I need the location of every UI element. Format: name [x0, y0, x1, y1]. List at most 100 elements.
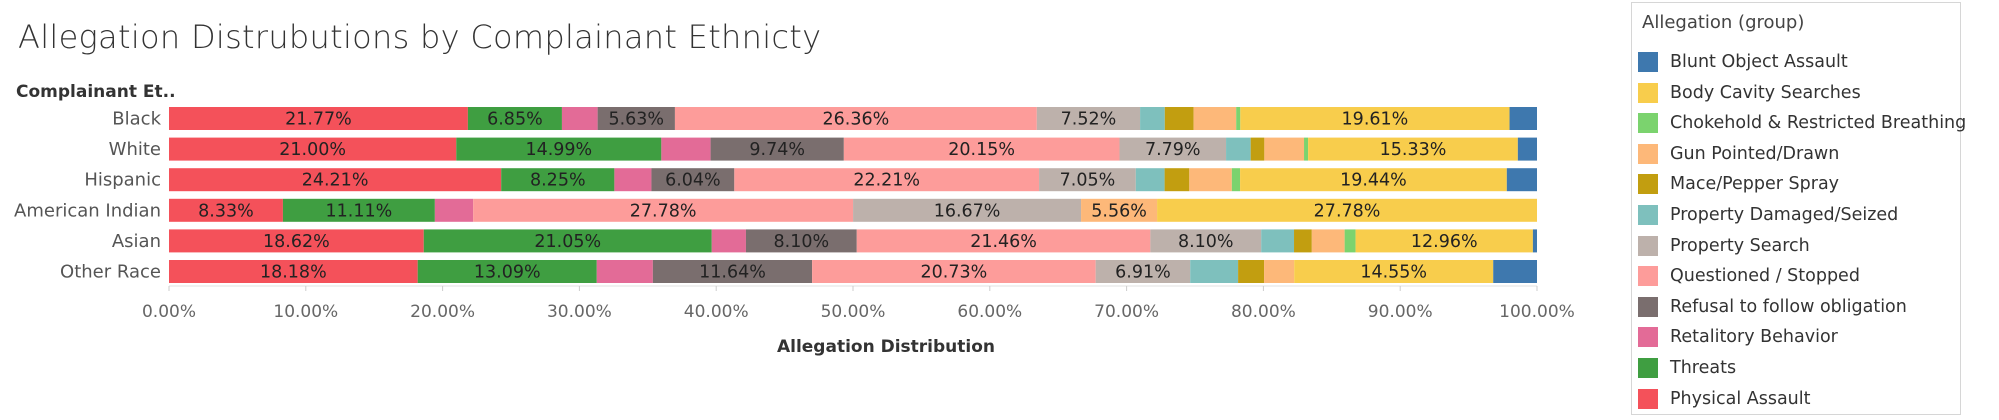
- bar-segment: [1164, 168, 1190, 192]
- legend-swatch: [1638, 296, 1658, 317]
- data-label: 19.44%: [1340, 171, 1407, 191]
- bar-segment: [597, 107, 675, 130]
- bar-segment: [1036, 107, 1141, 130]
- data-label: 21.00%: [279, 140, 346, 160]
- bar-segment: [467, 107, 562, 130]
- bar-segment: [1517, 137, 1537, 161]
- legend-label: Physical Assault: [1670, 388, 1811, 409]
- bar-segment: [1506, 168, 1537, 192]
- data-label: 21.05%: [534, 232, 601, 252]
- data-label: 18.18%: [260, 263, 327, 283]
- bars: [169, 107, 1537, 283]
- legend-label: Blunt Object Assault: [1670, 52, 1848, 72]
- legend-swatch: [1638, 388, 1658, 409]
- bar-segment: [745, 229, 857, 253]
- data-label: 27.78%: [630, 201, 697, 221]
- data-label: 19.61%: [1342, 110, 1409, 130]
- legend-label: Mace/Pepper Spray: [1670, 174, 1840, 195]
- legend-swatch: [1638, 235, 1658, 256]
- legend-item[interactable]: Refusal to follow obligation: [1638, 295, 1907, 319]
- data-label: 18.62%: [263, 232, 330, 252]
- legend-item[interactable]: Body Cavity Searches: [1638, 81, 1861, 105]
- bar-segment: [1294, 260, 1494, 283]
- category-label: American Indian: [14, 200, 161, 221]
- bar-segment: [1304, 137, 1309, 161]
- data-label: 15.33%: [1380, 140, 1447, 160]
- bar-segment: [843, 137, 1120, 161]
- bar-segment: [1081, 198, 1158, 222]
- data-label: 22.21%: [853, 171, 920, 191]
- bar-segment: [169, 229, 424, 253]
- bar-segment: [1135, 168, 1165, 192]
- data-label: 5.56%: [1091, 201, 1147, 221]
- category-label: Other Race: [60, 262, 161, 283]
- bar-segment: [1509, 107, 1537, 130]
- bar-segment: [1294, 229, 1312, 253]
- bar-segment: [614, 168, 652, 192]
- data-label: 9.74%: [749, 140, 805, 160]
- legend-item[interactable]: Chokehold & Restricted Breathing: [1638, 111, 1966, 135]
- bar-segment: [1039, 168, 1136, 192]
- x-tick-label: 90.00%: [1368, 302, 1433, 322]
- legend-swatch: [1638, 174, 1658, 195]
- data-label: 5.63%: [608, 110, 664, 130]
- bar-segment: [1261, 229, 1295, 253]
- bar-segment: [169, 107, 468, 130]
- legend-label: Questioned / Stopped: [1670, 266, 1860, 287]
- bar-segment: [1238, 260, 1265, 283]
- legend-label: Chokehold & Restricted Breathing: [1670, 113, 1967, 134]
- category-label: White: [109, 139, 161, 160]
- data-label: 14.99%: [525, 140, 592, 160]
- x-ticks: 0.00% 10.00% 20.00% 30.00% 40.00% 50.00% 60.00…: [142, 286, 1575, 322]
- legend-swatch: [1638, 266, 1658, 287]
- legend-item[interactable]: Gun Pointed/Drawn: [1638, 142, 1839, 166]
- x-tick-label: 80.00%: [1231, 302, 1296, 322]
- legend-item[interactable]: Physical Assault: [1638, 387, 1811, 411]
- bar-segment: [473, 198, 854, 222]
- bar-segment: [711, 229, 746, 253]
- bar-segment: [1355, 229, 1533, 253]
- legend-item[interactable]: Questioned / Stopped: [1638, 264, 1860, 288]
- bar-segment: [169, 198, 283, 222]
- bar-segment: [1344, 229, 1356, 253]
- legend-label: Body Cavity Searches: [1670, 82, 1861, 103]
- legend-label: Retalitory Behavior: [1670, 327, 1838, 348]
- legend-item[interactable]: Retalitory Behavior: [1638, 325, 1838, 349]
- data-label: 7.79%: [1145, 140, 1201, 160]
- bar-segment: [812, 260, 1096, 283]
- bar-segment: [1236, 107, 1241, 130]
- bar-segment: [1095, 260, 1191, 283]
- data-label: 14.55%: [1360, 263, 1427, 283]
- legend-item[interactable]: Property Damaged/Seized: [1638, 203, 1898, 227]
- bar-segment: [651, 168, 735, 192]
- legend-item[interactable]: Mace/Pepper Spray: [1638, 172, 1839, 196]
- legend-title: Allegation (group): [1642, 12, 1805, 33]
- bar-segment: [169, 260, 418, 283]
- bar-segment: [282, 198, 435, 222]
- x-tick-label: 50.00%: [821, 302, 886, 322]
- data-label: 6.85%: [487, 110, 543, 130]
- legend-item[interactable]: Property Search: [1638, 234, 1810, 258]
- legend-swatch: [1638, 358, 1658, 378]
- bar-segment: [1532, 229, 1537, 253]
- legend-label: Threats: [1670, 358, 1737, 378]
- data-label: 21.46%: [970, 232, 1037, 252]
- x-tick-label: 10.00%: [273, 302, 338, 322]
- data-label: 16.67%: [934, 201, 1001, 221]
- legend-panel: Allegation (group) Blunt Object Assault B…: [1631, 2, 1966, 415]
- x-tick-label: 0.00%: [142, 302, 196, 322]
- legend-label: Property Search: [1670, 235, 1810, 256]
- legend-swatch: [1638, 205, 1658, 225]
- bar-segment: [169, 168, 502, 192]
- legend-label: Property Damaged/Seized: [1670, 205, 1899, 225]
- legend-label: Refusal to follow obligation: [1670, 296, 1907, 317]
- data-label: 20.73%: [921, 263, 988, 283]
- bar-segment: [853, 198, 1082, 222]
- bar-segment: [1189, 168, 1232, 192]
- legend-item[interactable]: Threats: [1638, 356, 1736, 380]
- legend-label: Gun Pointed/Drawn: [1670, 143, 1840, 164]
- bar-segment: [1164, 107, 1194, 130]
- bar-segment: [710, 137, 844, 161]
- legend-item[interactable]: Blunt Object Assault: [1638, 50, 1848, 74]
- chart-area: Complainant Et.. Black White Hispanic Ameri…: [14, 82, 1575, 357]
